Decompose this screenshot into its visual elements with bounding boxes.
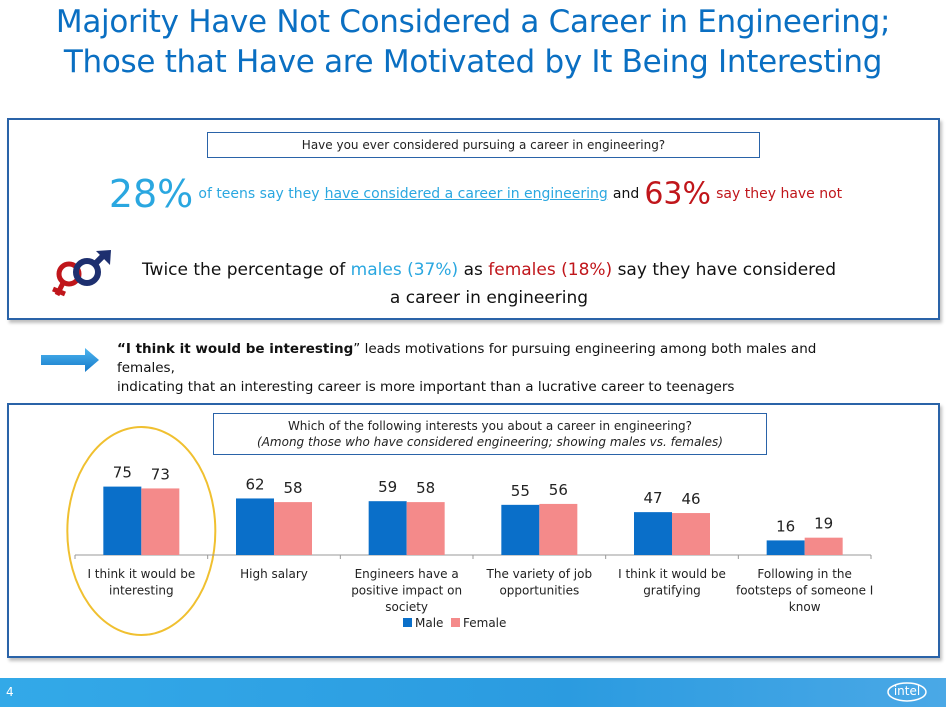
motivation-quote: “I think it would be interesting: [117, 341, 354, 357]
bar-male: [236, 498, 274, 555]
consideration-stat-line: 28% of teens say they have considered a …: [9, 172, 942, 216]
bar-female: [804, 537, 843, 555]
category-label: interesting: [109, 584, 174, 598]
twice-pre: Twice the percentage of: [141, 260, 346, 280]
data-label-female: 56: [549, 481, 568, 499]
bar-male: [103, 486, 142, 555]
bar-male: [368, 501, 407, 555]
category-label: society: [385, 600, 428, 614]
intel-logo: intel: [886, 681, 928, 703]
data-label-female: 19: [814, 515, 833, 533]
data-label-male: 47: [643, 489, 662, 507]
title-line-2: Those that Have are Motivated by It Bein…: [63, 44, 883, 80]
motivation-rest-1: leads motivations for pursuing engineeri…: [117, 341, 817, 376]
twice-as: as: [463, 260, 483, 280]
category-label: know: [789, 600, 821, 614]
motivation-quote-end: ”: [353, 341, 361, 357]
category-label: gratifying: [643, 584, 701, 598]
motivation-rest-2: indicating that an interesting career is…: [117, 379, 735, 395]
males-pct: males (37%): [350, 260, 459, 280]
category-label: opportunities: [499, 584, 579, 598]
intel-logo-text: intel: [893, 684, 921, 698]
category-label: footsteps of someone I: [736, 584, 873, 598]
data-label-male: 75: [113, 464, 132, 482]
bar-female: [274, 502, 312, 555]
bar-female: [539, 503, 578, 555]
category-label: positive impact on: [351, 584, 462, 598]
right-arrow-icon: [41, 348, 99, 372]
twice-line-2: a career in engineering: [389, 288, 589, 308]
category-label: I think it would be: [87, 567, 195, 581]
data-label-female: 46: [681, 490, 700, 508]
highlight-ellipse: [66, 426, 217, 636]
legend-swatch-male: [403, 618, 412, 627]
consideration-question: Have you ever considered pursuing a care…: [207, 132, 760, 158]
legend-swatch-female: [451, 618, 460, 627]
data-label-male: 16: [776, 517, 795, 535]
category-label: High salary: [240, 567, 308, 581]
legend-label-female: Female: [463, 616, 506, 630]
data-label-male: 59: [378, 478, 397, 496]
females-pct: females (18%): [488, 260, 613, 280]
page-number: 4: [6, 685, 14, 699]
category-label: I think it would be: [618, 567, 726, 581]
stat-text-link: have considered a career in engineering: [324, 186, 608, 202]
stat-text-and: and: [612, 186, 640, 202]
interests-question-sub: (Among those who have considered enginee…: [257, 435, 723, 449]
category-label: Engineers have a: [355, 567, 459, 581]
motivation-text: “I think it would be interesting” leads …: [117, 340, 877, 397]
data-label-male: 55: [511, 482, 530, 500]
gender-comparison-text: Twice the percentage of males (37%) as f…: [119, 256, 859, 312]
bar-male: [634, 512, 672, 555]
footer-bar: 4 intel: [0, 678, 946, 707]
stat-text-not: say they have not: [716, 186, 843, 202]
bar-male: [501, 504, 540, 555]
interests-question-main: Which of the following interests you abo…: [287, 419, 693, 433]
category-label: Following in the: [757, 567, 851, 581]
bar-female: [672, 513, 710, 555]
consideration-panel: Have you ever considered pursuing a care…: [7, 118, 940, 320]
bar-female: [141, 488, 180, 555]
data-label-female: 73: [151, 465, 170, 483]
bar-female: [406, 502, 445, 555]
pct-not-considered: 63%: [644, 176, 712, 212]
data-label-female: 58: [283, 479, 302, 497]
twice-post: say they have considered: [617, 260, 837, 280]
data-label-female: 58: [416, 479, 435, 497]
bar-male: [766, 540, 805, 555]
interests-question: Which of the following interests you abo…: [213, 413, 767, 455]
pct-considered: 28%: [108, 172, 194, 216]
gender-symbols-icon: [52, 250, 111, 297]
category-label: The variety of job: [486, 567, 593, 581]
data-label-male: 62: [245, 475, 264, 493]
legend-label-male: Male: [415, 616, 443, 630]
page-title: Majority Have Not Considered a Career in…: [0, 2, 946, 82]
title-line-1: Majority Have Not Considered a Career in…: [55, 4, 891, 40]
stat-text-a: of teens say they: [198, 186, 320, 202]
